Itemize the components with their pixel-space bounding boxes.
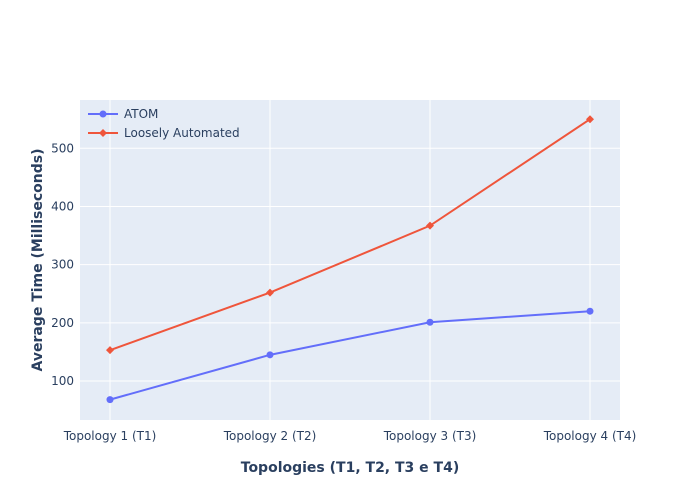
legend-item[interactable]: ATOM: [88, 107, 158, 121]
y-tick-label: 200: [51, 316, 74, 330]
x-tick-label: Topology 4 (T4): [543, 429, 637, 443]
series-line: [109, 310, 591, 401]
legend-label: Loosely Automated: [124, 126, 240, 140]
x-tick-label: Topology 1 (T1): [63, 429, 157, 443]
legend-marker[interactable]: [99, 110, 107, 118]
y-axis-ticks: 100 200 300 400 500: [51, 141, 74, 388]
y-tick-label: 400: [51, 199, 74, 213]
legend[interactable]: ATOM Loosely Automated: [88, 107, 240, 140]
y-axis-title: Average Time (Milliseconds): [30, 149, 46, 372]
data-point[interactable]: [586, 307, 594, 315]
legend-marker[interactable]: [99, 129, 107, 137]
series-0: [106, 307, 594, 404]
y-tick-label: 300: [51, 258, 74, 272]
series-line: [109, 118, 591, 352]
x-axis-title: Topologies (T1, T2, T3 e T4): [241, 460, 459, 476]
y-tick-label: 100: [51, 374, 74, 388]
series-layer: [106, 115, 594, 404]
data-point[interactable]: [266, 351, 274, 359]
x-tick-label: Topology 3 (T3): [383, 429, 477, 443]
legend-label: ATOM: [124, 107, 158, 121]
x-axis-ticks: Topology 1 (T1) Topology 2 (T2) Topology 3…: [63, 429, 637, 443]
x-tick-label: Topology 2 (T2): [223, 429, 317, 443]
y-tick-label: 500: [51, 141, 74, 155]
data-point[interactable]: [266, 288, 274, 297]
data-point[interactable]: [106, 346, 114, 355]
series-1: [106, 115, 594, 355]
data-point[interactable]: [426, 318, 434, 326]
data-point[interactable]: [106, 396, 114, 404]
grid-lines: [80, 100, 620, 420]
data-point[interactable]: [426, 221, 434, 230]
legend-item[interactable]: Loosely Automated: [88, 126, 240, 140]
data-point[interactable]: [586, 115, 594, 124]
